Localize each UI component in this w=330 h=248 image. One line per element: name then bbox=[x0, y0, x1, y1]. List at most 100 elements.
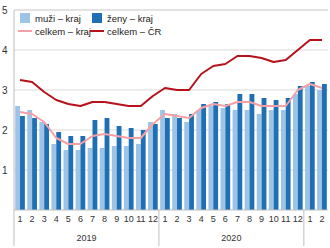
bar bbox=[112, 146, 117, 210]
bar bbox=[177, 118, 182, 210]
bar bbox=[317, 90, 322, 210]
legend-swatch bbox=[20, 13, 30, 23]
y-tick-label: 4 bbox=[2, 45, 8, 56]
bar bbox=[298, 86, 303, 210]
bar bbox=[286, 98, 291, 210]
bar bbox=[27, 110, 32, 210]
bar bbox=[80, 136, 85, 210]
bar bbox=[201, 104, 206, 210]
bar bbox=[196, 110, 201, 210]
bar bbox=[245, 110, 250, 210]
bar bbox=[160, 110, 165, 210]
bar bbox=[221, 108, 226, 210]
bar bbox=[117, 126, 122, 210]
y-tick-label: 2 bbox=[2, 125, 8, 136]
x-tick-label: 12 bbox=[148, 214, 158, 224]
x-tick-label: 2 bbox=[30, 214, 35, 224]
x-tick-label: 9 bbox=[259, 214, 264, 224]
y-axis bbox=[14, 10, 15, 210]
legend-label: ženy – kraj bbox=[107, 13, 153, 24]
x-tick-label: 4 bbox=[199, 214, 204, 224]
x-axis bbox=[14, 210, 328, 211]
legend-swatch bbox=[18, 30, 32, 32]
bar bbox=[100, 148, 105, 210]
x-tick-label: 7 bbox=[235, 214, 240, 224]
bar bbox=[310, 82, 315, 210]
bar bbox=[88, 148, 93, 210]
chart: 1234512345678910111212345678910111212201… bbox=[0, 0, 330, 248]
bar bbox=[184, 122, 189, 210]
bar bbox=[237, 94, 242, 210]
y-tick-label: 5 bbox=[2, 5, 8, 16]
bar bbox=[136, 144, 141, 210]
bar bbox=[93, 120, 98, 210]
x-tick-label: 2 bbox=[319, 214, 324, 224]
x-tick-label: 11 bbox=[136, 214, 145, 224]
bar bbox=[165, 118, 170, 210]
bar bbox=[44, 124, 49, 210]
grid-line bbox=[14, 50, 328, 51]
bar bbox=[262, 98, 267, 210]
x-tick-label: 1 bbox=[162, 214, 167, 224]
bar bbox=[148, 122, 153, 210]
line bbox=[20, 40, 322, 106]
bar bbox=[213, 102, 218, 210]
bar bbox=[305, 86, 310, 210]
x-tick-label: 5 bbox=[66, 214, 71, 224]
marks bbox=[15, 40, 327, 210]
top-frame bbox=[14, 10, 328, 11]
legend-swatch bbox=[90, 30, 104, 32]
bar bbox=[51, 144, 56, 210]
bar bbox=[15, 106, 20, 210]
bar bbox=[76, 150, 81, 210]
group-separator bbox=[158, 210, 159, 246]
group-separator bbox=[14, 210, 15, 246]
bar bbox=[56, 132, 61, 210]
legend: muži – krajženy – krajcelkem – krajcelke… bbox=[16, 11, 166, 38]
bar bbox=[269, 110, 274, 210]
group-label: 2020 bbox=[221, 233, 241, 243]
grid-line bbox=[14, 10, 328, 11]
bar bbox=[64, 150, 69, 210]
bar bbox=[172, 114, 177, 210]
bar bbox=[20, 116, 25, 210]
x-tick-label: 8 bbox=[247, 214, 252, 224]
legend-bg bbox=[16, 11, 166, 38]
bar bbox=[189, 114, 194, 210]
line bbox=[20, 84, 322, 144]
bar bbox=[257, 114, 262, 210]
legend-label: celkem – kraj bbox=[35, 26, 91, 37]
bar bbox=[124, 146, 129, 210]
x-tick-label: 6 bbox=[223, 214, 228, 224]
x-tick-label: 11 bbox=[281, 214, 290, 224]
x-tick-label: 4 bbox=[54, 214, 59, 224]
bar bbox=[32, 118, 37, 210]
bar bbox=[105, 118, 110, 210]
bar bbox=[208, 106, 213, 210]
x-tick-label: 1 bbox=[307, 214, 312, 224]
x-tick-label: 12 bbox=[293, 214, 303, 224]
bar bbox=[68, 136, 73, 210]
bar bbox=[129, 128, 134, 210]
x-tick-label: 8 bbox=[102, 214, 107, 224]
group-label: 2019 bbox=[76, 233, 96, 243]
bar bbox=[233, 110, 238, 210]
x-tick-label: 5 bbox=[211, 214, 216, 224]
bar bbox=[281, 110, 286, 210]
group-separator bbox=[303, 210, 304, 246]
x-tick-label: 6 bbox=[78, 214, 83, 224]
bar bbox=[293, 94, 298, 210]
x-tick-label: 3 bbox=[42, 214, 47, 224]
bar bbox=[153, 124, 158, 210]
legend-swatch bbox=[92, 13, 102, 23]
bar bbox=[141, 130, 146, 210]
x-tick-label: 10 bbox=[269, 214, 279, 224]
bar bbox=[250, 94, 255, 210]
bar bbox=[39, 122, 44, 210]
bar bbox=[322, 84, 327, 210]
y-tick-label: 3 bbox=[2, 85, 8, 96]
x-tick-label: 1 bbox=[18, 214, 23, 224]
x-tick-label: 10 bbox=[124, 214, 134, 224]
legend-label: celkem – ČR bbox=[107, 26, 162, 37]
x-tick-label: 7 bbox=[90, 214, 95, 224]
